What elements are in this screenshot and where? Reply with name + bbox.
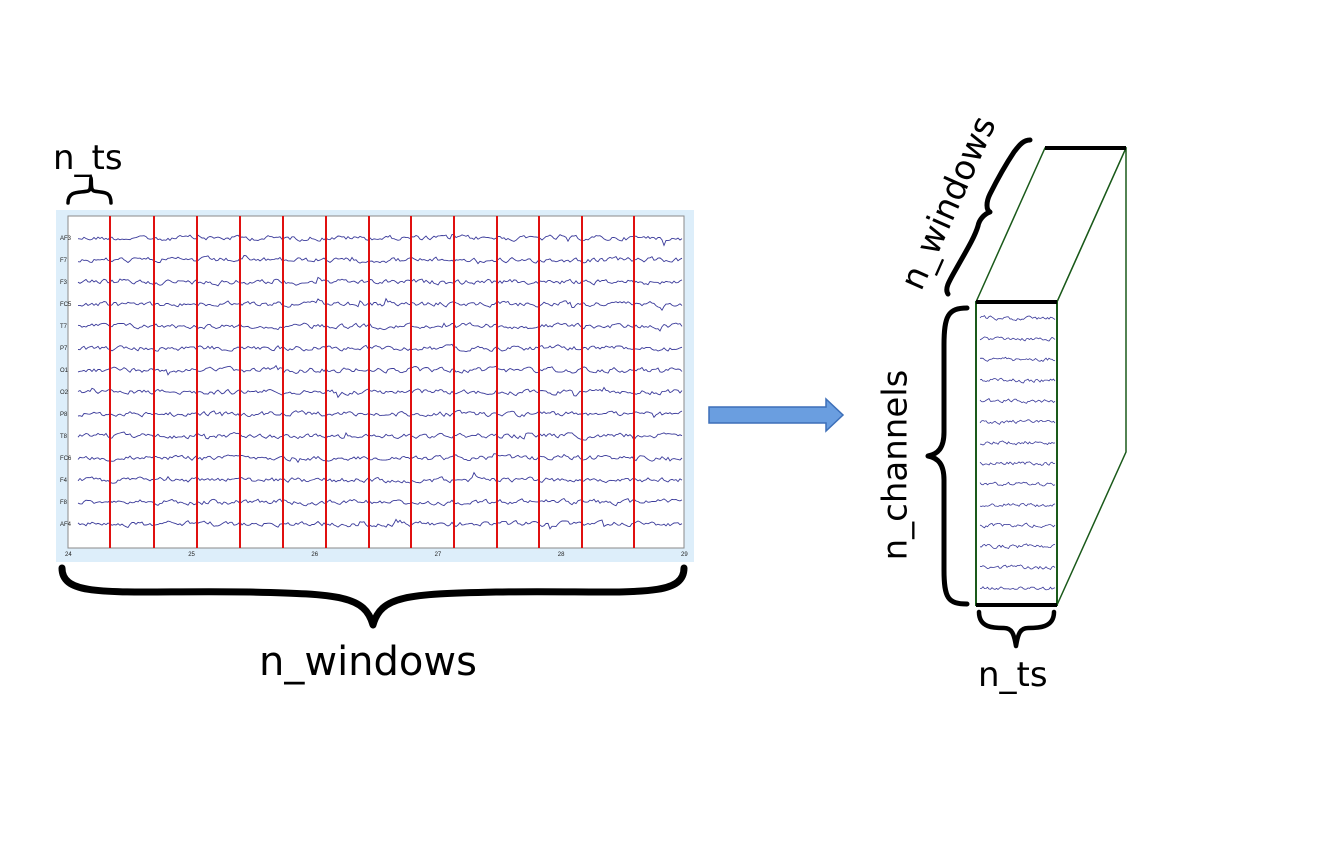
eeg-channel-label-p7: P7 xyxy=(60,346,68,352)
eeg-channel-label-o2: O2 xyxy=(60,390,69,396)
eeg-channel-label-fc6: FC6 xyxy=(60,456,72,462)
eeg-channel-label-f7: F7 xyxy=(60,258,68,264)
eeg-channel-label-t8: T8 xyxy=(60,434,68,440)
n-channels-brace xyxy=(925,305,970,607)
cube-trace xyxy=(979,440,1056,446)
eeg-channel-label-af3: AF3 xyxy=(60,236,72,242)
cube-trace xyxy=(979,461,1055,466)
n-windows-bottom-label: n_windows xyxy=(259,639,477,685)
eeg-channel-label-f3: F3 xyxy=(60,280,68,286)
cube-trace xyxy=(979,336,1056,342)
cube-trace xyxy=(979,503,1056,508)
n-channels-label: n_channels xyxy=(875,369,916,561)
n-ts-top-label: n_ts xyxy=(53,138,123,178)
cube-trace xyxy=(979,377,1056,384)
cube-front-face xyxy=(975,301,1058,606)
eeg-channel-label-o1: O1 xyxy=(60,368,69,374)
eeg-x-tick-label: 24 xyxy=(65,552,72,558)
eeg-channel-label-f4: F4 xyxy=(60,478,68,484)
data-cube xyxy=(974,146,1128,607)
transform-arrow xyxy=(708,397,845,433)
eeg-x-tick-label: 29 xyxy=(681,552,688,558)
cube-trace xyxy=(979,564,1056,571)
eeg-channel-label-af4: AF4 xyxy=(60,522,72,528)
cube-trace xyxy=(979,522,1056,529)
eeg-channel-labels: AF3 F7 F3 FC5 T7 P7 O1 O2 P8 T8 FC6 F4 F8 AF4 xyxy=(60,236,72,528)
n-windows-diagonal-brace xyxy=(944,137,1033,297)
eeg-x-tick-label: 25 xyxy=(188,552,195,558)
cube-front-traces xyxy=(979,315,1056,591)
cube-trace xyxy=(979,356,1056,362)
cube-trace xyxy=(979,586,1056,591)
n-ts-top-brace xyxy=(66,174,113,205)
eeg-channel-label-p8: P8 xyxy=(60,412,68,418)
cube-trace xyxy=(979,315,1056,322)
eeg-plot-area xyxy=(67,215,685,549)
eeg-channel-label-f8: F8 xyxy=(60,500,68,506)
cube-trace xyxy=(979,419,1056,425)
cube-trace xyxy=(979,543,1056,549)
eeg-x-tick-label: 26 xyxy=(311,552,318,558)
eeg-x-tick-label: 27 xyxy=(435,552,442,558)
n-ts-cube-brace xyxy=(976,609,1057,649)
eeg-channel-label-fc5: FC5 xyxy=(60,302,72,308)
cube-trace xyxy=(979,398,1056,404)
eeg-x-tick-label: 28 xyxy=(558,552,565,558)
eeg-channel-label-t7: T7 xyxy=(60,324,68,330)
n-windows-bottom-brace xyxy=(58,564,688,629)
cube-trace xyxy=(979,481,1056,487)
eeg-window-lines xyxy=(109,216,635,548)
eeg-x-ticks: 24 25 26 27 28 29 xyxy=(65,552,688,558)
n-ts-cube-label: n_ts xyxy=(978,655,1048,695)
